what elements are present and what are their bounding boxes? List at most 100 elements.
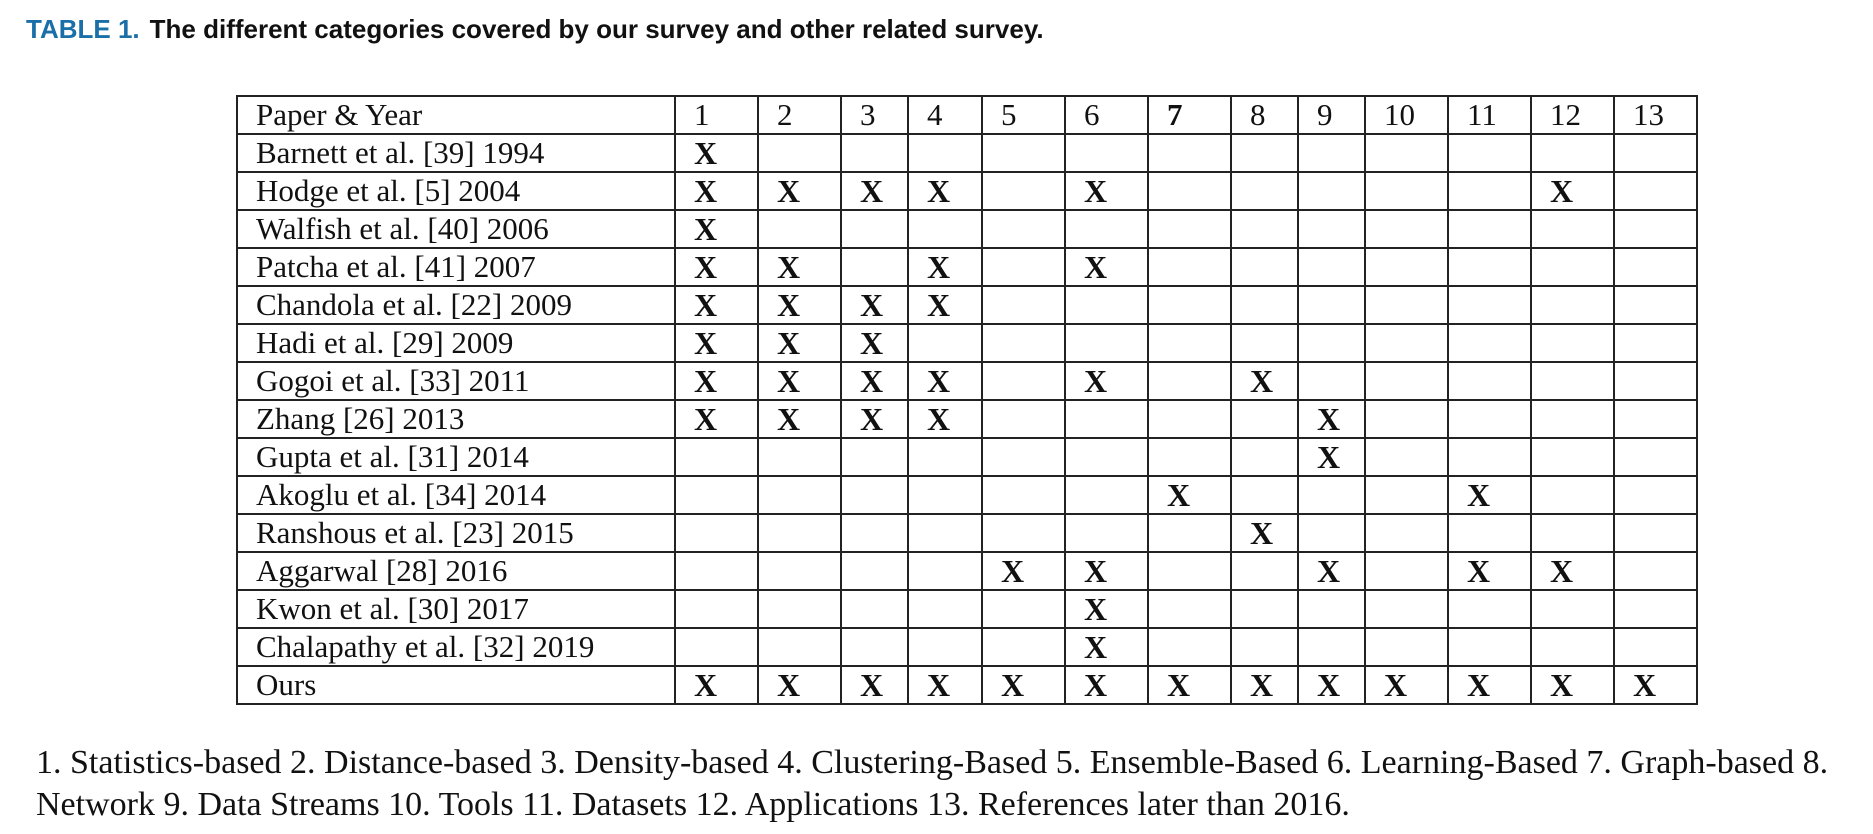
- category-mark-cell: X: [840, 361, 909, 401]
- category-mark-cell: [1530, 285, 1615, 325]
- category-mark-cell: [840, 627, 909, 667]
- category-mark-cell: [1613, 551, 1698, 591]
- category-mark-cell: [1230, 399, 1299, 439]
- category-mark-cell: [1364, 475, 1449, 515]
- category-mark-cell: [1230, 437, 1299, 477]
- table-row: Ours X X X X X X X X X X X X X: [236, 665, 1698, 705]
- category-mark-cell: X: [1064, 171, 1149, 211]
- category-mark-cell: [1297, 171, 1366, 211]
- category-mark-cell: X: [1064, 589, 1149, 629]
- category-mark-cell: X: [1064, 551, 1149, 591]
- category-mark-cell: [981, 247, 1066, 287]
- category-mark-cell: X: [840, 399, 909, 439]
- category-mark-cell: [1064, 399, 1149, 439]
- category-mark-cell: [757, 589, 842, 629]
- header-cell: 5: [981, 95, 1066, 135]
- category-mark-cell: [1364, 627, 1449, 667]
- paper-year-cell: Walfish et al. [40] 2006: [236, 209, 676, 249]
- category-mark-cell: [1613, 361, 1698, 401]
- category-mark-cell: X: [840, 323, 909, 363]
- category-mark-cell: [907, 589, 983, 629]
- category-mark-cell: X: [1230, 361, 1299, 401]
- paper-year-cell: Chandola et al. [22] 2009: [236, 285, 676, 325]
- category-mark-cell: [1147, 171, 1232, 211]
- category-mark-cell: [907, 209, 983, 249]
- category-mark-cell: X: [674, 133, 759, 173]
- category-mark-cell: [1447, 285, 1532, 325]
- category-mark-cell: X: [840, 171, 909, 211]
- category-mark-cell: [674, 475, 759, 515]
- category-mark-cell: [1297, 361, 1366, 401]
- category-mark-cell: [1364, 323, 1449, 363]
- table-row: Ranshous et al. [23] 2015 X: [236, 513, 1698, 553]
- category-mark-cell: [981, 323, 1066, 363]
- category-mark-cell: X: [757, 361, 842, 401]
- category-mark-cell: [907, 133, 983, 173]
- category-mark-cell: [1364, 285, 1449, 325]
- category-mark-cell: X: [1064, 247, 1149, 287]
- header-cell: 13: [1613, 95, 1698, 135]
- table-row: Zhang [26] 2013 X X X X X: [236, 399, 1698, 439]
- category-mark-cell: [1364, 399, 1449, 439]
- category-mark-cell: X: [757, 399, 842, 439]
- category-mark-cell: [981, 285, 1066, 325]
- category-mark-cell: [1147, 513, 1232, 553]
- category-mark-cell: [907, 513, 983, 553]
- category-mark-cell: [1297, 513, 1366, 553]
- paper-year-cell: Aggarwal [28] 2016: [236, 551, 676, 591]
- category-mark-cell: [1230, 285, 1299, 325]
- category-mark-cell: X: [674, 285, 759, 325]
- category-mark-cell: [757, 513, 842, 553]
- header-cell: 4: [907, 95, 983, 135]
- category-mark-cell: [907, 323, 983, 363]
- category-mark-cell: X: [907, 399, 983, 439]
- category-mark-cell: X: [1297, 551, 1366, 591]
- category-mark-cell: [1147, 209, 1232, 249]
- category-mark-cell: [1297, 247, 1366, 287]
- table-row: Walfish et al. [40] 2006 X: [236, 209, 1698, 249]
- category-mark-cell: X: [1447, 665, 1532, 705]
- category-mark-cell: [1530, 627, 1615, 667]
- category-mark-cell: [1364, 133, 1449, 173]
- table-row: Akoglu et al. [34] 2014 X X: [236, 475, 1698, 515]
- category-mark-cell: X: [674, 361, 759, 401]
- table-row: Hodge et al. [5] 2004 X X X X X X: [236, 171, 1698, 211]
- category-mark-cell: [674, 627, 759, 667]
- category-mark-cell: [1447, 133, 1532, 173]
- category-mark-cell: [1147, 323, 1232, 363]
- category-mark-cell: [840, 209, 909, 249]
- table-row: Chalapathy et al. [32] 2019 X: [236, 627, 1698, 667]
- category-mark-cell: X: [1530, 551, 1615, 591]
- category-mark-cell: [840, 475, 909, 515]
- category-mark-cell: [1147, 627, 1232, 667]
- category-mark-cell: [1447, 513, 1532, 553]
- category-mark-cell: X: [1447, 551, 1532, 591]
- category-mark-cell: [1364, 209, 1449, 249]
- category-mark-cell: X: [1064, 665, 1149, 705]
- paper-year-cell: Hadi et al. [29] 2009: [236, 323, 676, 363]
- table-row: Kwon et al. [30] 2017 X: [236, 589, 1698, 629]
- category-mark-cell: [840, 247, 909, 287]
- category-mark-cell: [1297, 627, 1366, 667]
- category-mark-cell: [757, 209, 842, 249]
- category-mark-cell: [1230, 209, 1299, 249]
- category-mark-cell: [1364, 361, 1449, 401]
- category-mark-cell: [1613, 475, 1698, 515]
- survey-comparison-table: Paper & Year 1 2 3 4 5 6 7 8 9 10 11 12 …: [236, 95, 1698, 705]
- category-mark-cell: [840, 437, 909, 477]
- category-mark-cell: [1147, 437, 1232, 477]
- category-mark-cell: [981, 437, 1066, 477]
- paper-year-cell: Chalapathy et al. [32] 2019: [236, 627, 676, 667]
- category-mark-cell: X: [1530, 665, 1615, 705]
- category-mark-cell: [757, 133, 842, 173]
- category-mark-cell: X: [757, 171, 842, 211]
- category-mark-cell: [840, 513, 909, 553]
- category-mark-cell: X: [907, 665, 983, 705]
- category-mark-cell: [1447, 627, 1532, 667]
- category-mark-cell: [1613, 589, 1698, 629]
- paper-year-cell: Hodge et al. [5] 2004: [236, 171, 676, 211]
- category-mark-cell: [1230, 133, 1299, 173]
- category-mark-cell: X: [1297, 437, 1366, 477]
- category-mark-cell: [1147, 133, 1232, 173]
- table-row: Patcha et al. [41] 2007 X X X X: [236, 247, 1698, 287]
